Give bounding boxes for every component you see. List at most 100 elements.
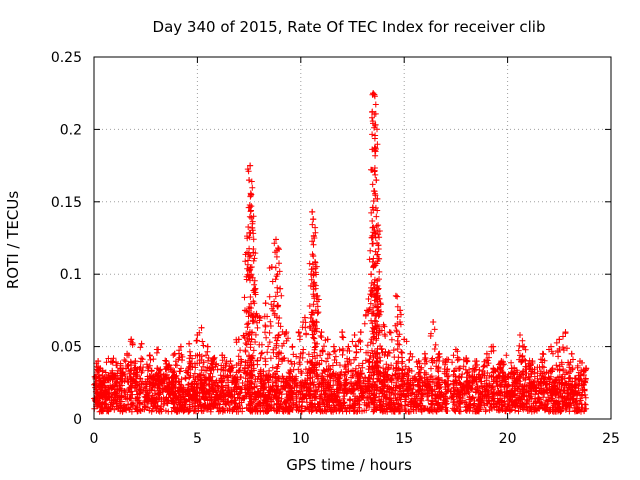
- data-point: [262, 300, 269, 307]
- data-point: [101, 379, 108, 386]
- grid: [94, 57, 611, 419]
- data-point: [374, 195, 381, 202]
- data-point: [556, 336, 563, 343]
- data-point: [248, 191, 255, 198]
- y-tick-label: 0.05: [51, 340, 82, 356]
- data-point: [314, 292, 321, 299]
- data-point: [375, 242, 382, 249]
- y-tick-label: 0.25: [51, 50, 82, 66]
- x-tick-label: 5: [193, 431, 202, 447]
- data-point: [155, 346, 162, 353]
- x-tick-label: 0: [90, 431, 99, 447]
- data-point: [132, 358, 139, 365]
- data-point: [392, 292, 399, 299]
- data-point: [311, 235, 318, 241]
- data-point: [529, 358, 536, 365]
- data-point: [247, 162, 254, 169]
- data-point: [357, 329, 364, 336]
- data-point: [256, 314, 263, 321]
- data-point: [198, 324, 205, 331]
- data-point: [107, 375, 114, 382]
- data-point: [498, 358, 505, 365]
- data-point: [268, 263, 275, 270]
- data-point: [163, 358, 170, 365]
- data-point: [219, 352, 226, 359]
- data-point: [171, 350, 178, 357]
- x-ticks: 0 5 10 15 20 25: [90, 57, 620, 447]
- data-point: [415, 358, 422, 365]
- plot-frame: [93, 56, 612, 420]
- data-point: [252, 285, 259, 292]
- data-point: [436, 350, 443, 357]
- data-point: [421, 350, 428, 357]
- data-point: [312, 259, 319, 266]
- data-point: [521, 343, 528, 350]
- data-point: [407, 350, 414, 357]
- data-point: [401, 336, 408, 343]
- data-point: [283, 329, 290, 336]
- data-point: [373, 177, 380, 184]
- data-point: [473, 358, 480, 365]
- x-tick-label: 25: [602, 431, 620, 447]
- data-point: [483, 350, 490, 357]
- data-point: [210, 355, 217, 362]
- data-point: [177, 343, 184, 350]
- data-point: [275, 245, 282, 252]
- data-point: [442, 358, 449, 365]
- data-point: [372, 122, 379, 129]
- scatter-points: [91, 90, 590, 415]
- data-point: [128, 336, 135, 343]
- data-point: [330, 343, 337, 350]
- data-point: [318, 329, 325, 336]
- data-point: [308, 271, 315, 278]
- data-point: [95, 358, 102, 365]
- x-axis-label: GPS time / hours: [286, 456, 412, 474]
- data-point: [562, 329, 569, 336]
- roti-markers: [91, 90, 590, 415]
- data-point: [186, 340, 193, 347]
- data-point: [310, 216, 317, 223]
- data-point: [548, 343, 555, 350]
- data-point: [490, 343, 497, 350]
- data-point: [517, 332, 524, 339]
- data-point: [277, 285, 284, 292]
- data-point: [227, 358, 234, 365]
- data-point: [351, 332, 358, 339]
- data-point: [249, 224, 256, 231]
- data-point: [369, 166, 376, 173]
- data-point: [568, 350, 575, 357]
- data-point: [339, 329, 346, 336]
- y-ticks: 0 0.05 0.1 0.15 0.2 0.25: [51, 50, 611, 428]
- data-point: [508, 365, 515, 372]
- y-tick-label: 0.15: [51, 195, 82, 211]
- data-point: [583, 365, 590, 372]
- data-point: [272, 236, 279, 243]
- data-point: [111, 372, 118, 379]
- chart-title: Day 340 of 2015, Rate Of TEC Index for r…: [153, 18, 546, 36]
- data-point: [363, 307, 370, 314]
- data-point: [309, 208, 316, 215]
- data-point: [463, 355, 470, 362]
- data-point: [324, 336, 331, 343]
- data-point: [539, 350, 546, 357]
- data-point: [295, 329, 302, 336]
- data-point: [235, 336, 242, 343]
- data-point: [204, 343, 211, 350]
- data-point: [371, 91, 378, 98]
- y-tick-label: 0.1: [60, 267, 82, 283]
- data-point: [124, 350, 131, 357]
- x-tick-label: 10: [292, 431, 310, 447]
- x-tick-label: 15: [395, 431, 413, 447]
- data-point: [430, 318, 437, 325]
- y-tick-label: 0: [73, 412, 82, 428]
- data-point: [246, 177, 253, 184]
- data-point: [97, 365, 104, 372]
- data-point: [117, 365, 124, 372]
- data-point: [146, 352, 153, 359]
- x-tick-label: 20: [499, 431, 517, 447]
- data-point: [194, 332, 201, 339]
- y-tick-label: 0.2: [60, 122, 82, 138]
- data-point: [244, 249, 251, 256]
- data-point: [380, 321, 387, 328]
